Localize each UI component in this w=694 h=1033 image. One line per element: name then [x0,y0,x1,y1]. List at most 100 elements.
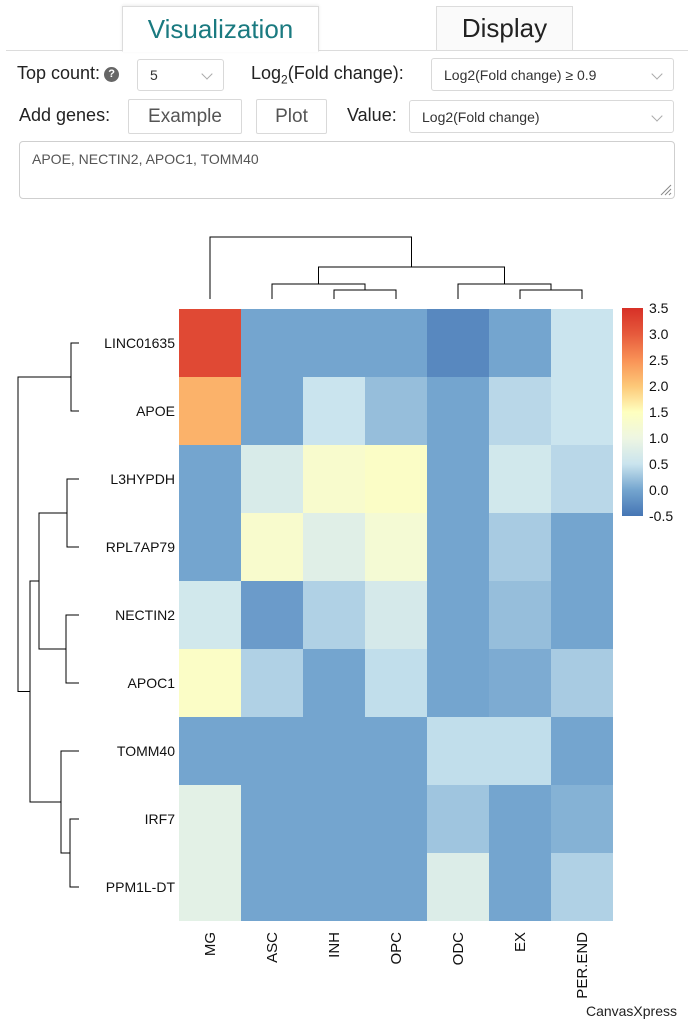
heatmap-cell[interactable] [427,853,489,921]
heatmap-cell[interactable] [303,581,365,649]
heatmap-cell[interactable] [179,309,241,377]
heatmap-cell[interactable] [241,377,303,445]
row-label: NECTIN2 [115,607,175,623]
dendrogram-branch [457,283,552,299]
heatmap-cell[interactable] [551,649,613,717]
color-legend-bar [622,308,643,516]
heatmap-cell[interactable] [303,377,365,445]
genes-input[interactable]: APOE, NECTIN2, APOC1, TOMM40 [19,141,675,199]
heatmap-cell[interactable] [489,649,551,717]
row-label: IRF7 [145,811,176,827]
heatmap-cell[interactable] [179,649,241,717]
fold-change-select[interactable]: Log2(Fold change) ≥ 0.9 [431,58,674,91]
heatmap-cell[interactable] [365,853,427,921]
heatmap-cell[interactable] [489,717,551,785]
heatmap-cell[interactable] [551,445,613,513]
heatmap-cell[interactable] [365,377,427,445]
dendrogram-branch [70,342,79,412]
heatmap-cell[interactable] [241,649,303,717]
watermark: CanvasXpress [586,1003,677,1019]
heatmap-cell[interactable] [427,649,489,717]
heatmap-cell[interactable] [303,649,365,717]
plot-button[interactable]: Plot [256,99,327,134]
chevron-down-icon [201,68,213,80]
heatmap-cell[interactable] [241,445,303,513]
heatmap-cell[interactable] [551,309,613,377]
heatmap-cell[interactable] [303,309,365,377]
heatmap-cell[interactable] [365,309,427,377]
heatmap-cell[interactable] [427,785,489,853]
heatmap-cell[interactable] [241,581,303,649]
heatmap-cell[interactable] [427,581,489,649]
top-count-select[interactable]: 5 [137,59,224,91]
heatmap-cell[interactable] [551,717,613,785]
color-legend-tick: 2.0 [649,378,669,394]
heatmap-cell[interactable] [551,377,613,445]
heatmap-cell[interactable] [179,445,241,513]
heatmap-cell[interactable] [489,377,551,445]
heatmap-cell[interactable] [241,513,303,581]
heatmap-cell[interactable] [427,717,489,785]
dendrogram-branch [66,478,79,548]
heatmap-cell[interactable] [551,513,613,581]
heatmap-cell[interactable] [241,785,303,853]
heatmap-cell[interactable] [179,717,241,785]
heatmap-cell[interactable] [365,785,427,853]
heatmap-cell[interactable] [489,785,551,853]
color-legend-tick: 0.0 [649,482,669,498]
heatmap-cell[interactable] [551,785,613,853]
resize-grip-icon[interactable] [658,182,672,196]
heatmap-cell[interactable] [365,581,427,649]
heatmap-cell[interactable] [365,717,427,785]
help-icon[interactable]: ? [104,66,120,82]
heatmap-cell[interactable] [303,445,365,513]
row-label: PPM1L-DT [106,879,176,895]
heatmap-cell[interactable] [489,309,551,377]
heatmap-cell[interactable] [427,513,489,581]
heatmap-cells [179,309,613,921]
row-label: APOE [136,403,175,419]
heatmap-cell[interactable] [427,309,489,377]
tab-display[interactable]: Display [436,6,573,50]
heatmap-cell[interactable] [303,853,365,921]
value-select[interactable]: Log2(Fold change) [409,100,674,133]
row-label: L3HYPDH [110,471,175,487]
heatmap-cell[interactable] [241,853,303,921]
color-legend-tick: 0.5 [649,456,669,472]
heatmap-cell[interactable] [241,717,303,785]
heatmap-cell[interactable] [489,513,551,581]
heatmap-cell[interactable] [179,785,241,853]
heatmap-cell[interactable] [303,717,365,785]
heatmap-cell[interactable] [303,785,365,853]
heatmap-cell[interactable] [489,581,551,649]
heatmap-cell[interactable] [551,581,613,649]
heatmap-cell[interactable] [303,513,365,581]
fold-change-label-rest: (Fold change): [287,63,404,83]
tab-visualization[interactable]: Visualization [122,6,319,52]
heatmap-cell[interactable] [427,377,489,445]
column-label: OPC [388,932,405,965]
column-label: ASC [264,932,281,963]
heatmap-cell[interactable] [365,513,427,581]
column-label: INH [326,932,343,958]
fold-change-label: Log2(Fold change): [251,63,404,87]
heatmap-cell[interactable] [489,445,551,513]
heatmap-cell[interactable] [179,581,241,649]
heatmap-cell[interactable] [241,309,303,377]
heatmap-cell[interactable] [179,513,241,581]
heatmap-cell[interactable] [427,445,489,513]
heatmap-cell[interactable] [365,649,427,717]
value-select-value: Log2(Fold change) [422,108,540,125]
dendrogram-branch [38,512,67,650]
heatmap-cell[interactable] [551,853,613,921]
dendrogram-branch [519,289,583,299]
heatmap-cell[interactable] [489,853,551,921]
heatmap-cell[interactable] [365,445,427,513]
fold-change-label-sub: 2 [281,72,288,87]
add-genes-label: Add genes: [19,105,111,125]
dendrogram-branch [318,266,505,284]
heatmap-cell[interactable] [179,853,241,921]
example-button[interactable]: Example [128,99,242,134]
heatmap-cell[interactable] [179,377,241,445]
color-legend-tick: -0.5 [649,508,673,524]
